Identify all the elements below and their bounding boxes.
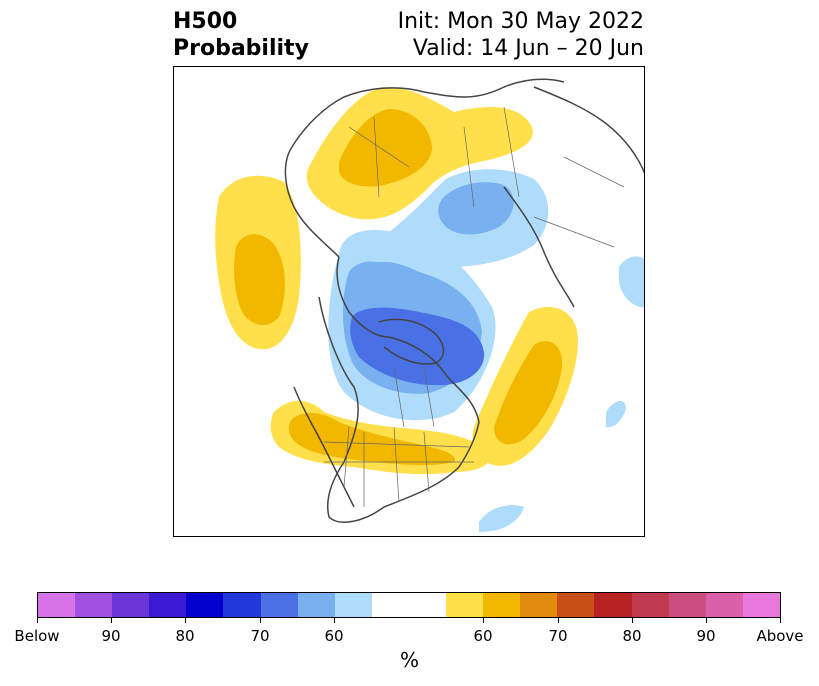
colorbar-ticks <box>0 618 819 624</box>
colorbar-segment <box>631 593 669 617</box>
colorbar <box>37 592 781 618</box>
colorbar-segment <box>149 593 187 617</box>
colorbar-segment <box>112 593 150 617</box>
below-normal-bering <box>619 256 644 308</box>
map-title-right: Init: Mon 30 May 2022 Valid: 14 Jun – 20… <box>398 8 644 62</box>
above-normal-core-atlantic <box>234 234 285 326</box>
colorbar-segment <box>594 593 632 617</box>
below-normal-core-arctic <box>350 307 485 386</box>
colorbar-tick <box>334 618 335 623</box>
map-canvas <box>215 78 644 532</box>
colorbar-segment <box>483 593 521 617</box>
colorbar-label: 60 <box>473 627 493 645</box>
colorbar-tick <box>632 618 633 623</box>
colorbar-tick <box>260 618 261 623</box>
colorbar-segment <box>705 593 743 617</box>
colorbar-label: Above <box>756 627 804 645</box>
colorbar-labels: Below 90 80 70 60 60 70 80 90 Above <box>0 627 819 647</box>
colorbar-segment <box>446 593 484 617</box>
colorbar-label: 90 <box>101 627 121 645</box>
colorbar-tick <box>185 618 186 623</box>
colorbar-label: 80 <box>175 627 195 645</box>
title-variable: H500 <box>173 9 238 34</box>
title-field: Probability <box>173 36 309 61</box>
init-time: Init: Mon 30 May 2022 <box>397 9 644 34</box>
colorbar-segment <box>75 593 113 617</box>
map-title-left: H500 Probability <box>173 8 309 62</box>
colorbar-tick <box>483 618 484 623</box>
colorbar-label: Below <box>14 627 60 645</box>
colorbar-segment <box>38 593 76 617</box>
colorbar-tick <box>706 618 707 623</box>
colorbar-unit: % <box>399 648 419 672</box>
above-normal-core-usa <box>288 412 455 466</box>
probability-map <box>173 66 645 537</box>
colorbar-tick <box>111 618 112 623</box>
colorbar-segment <box>186 593 224 617</box>
colorbar-label: 70 <box>548 627 568 645</box>
colorbar-segment <box>520 593 558 617</box>
colorbar-segment <box>742 593 780 617</box>
colorbar-tick <box>780 618 781 623</box>
below-normal-east-pacific <box>479 505 524 532</box>
colorbar-label: 60 <box>324 627 344 645</box>
colorbar-label: 70 <box>250 627 270 645</box>
colorbar-segment <box>260 593 298 617</box>
colorbar-segment <box>223 593 261 617</box>
coastlines <box>284 78 644 523</box>
colorbar-segment <box>371 593 447 617</box>
colorbar-segment <box>668 593 706 617</box>
valid-period: Valid: 14 Jun – 20 Jun <box>412 36 644 61</box>
below-normal-gulf <box>606 401 626 428</box>
colorbar-label: 80 <box>622 627 642 645</box>
colorbar-segment <box>297 593 335 617</box>
above-normal-core-pacific <box>494 341 563 445</box>
colorbar-tick <box>37 618 38 623</box>
below-normal-mid-siberia <box>438 182 514 235</box>
colorbar-label: 90 <box>696 627 716 645</box>
colorbar-segment <box>557 593 595 617</box>
borders <box>323 106 625 507</box>
colorbar-segment <box>334 593 372 617</box>
colorbar-tick <box>558 618 559 623</box>
